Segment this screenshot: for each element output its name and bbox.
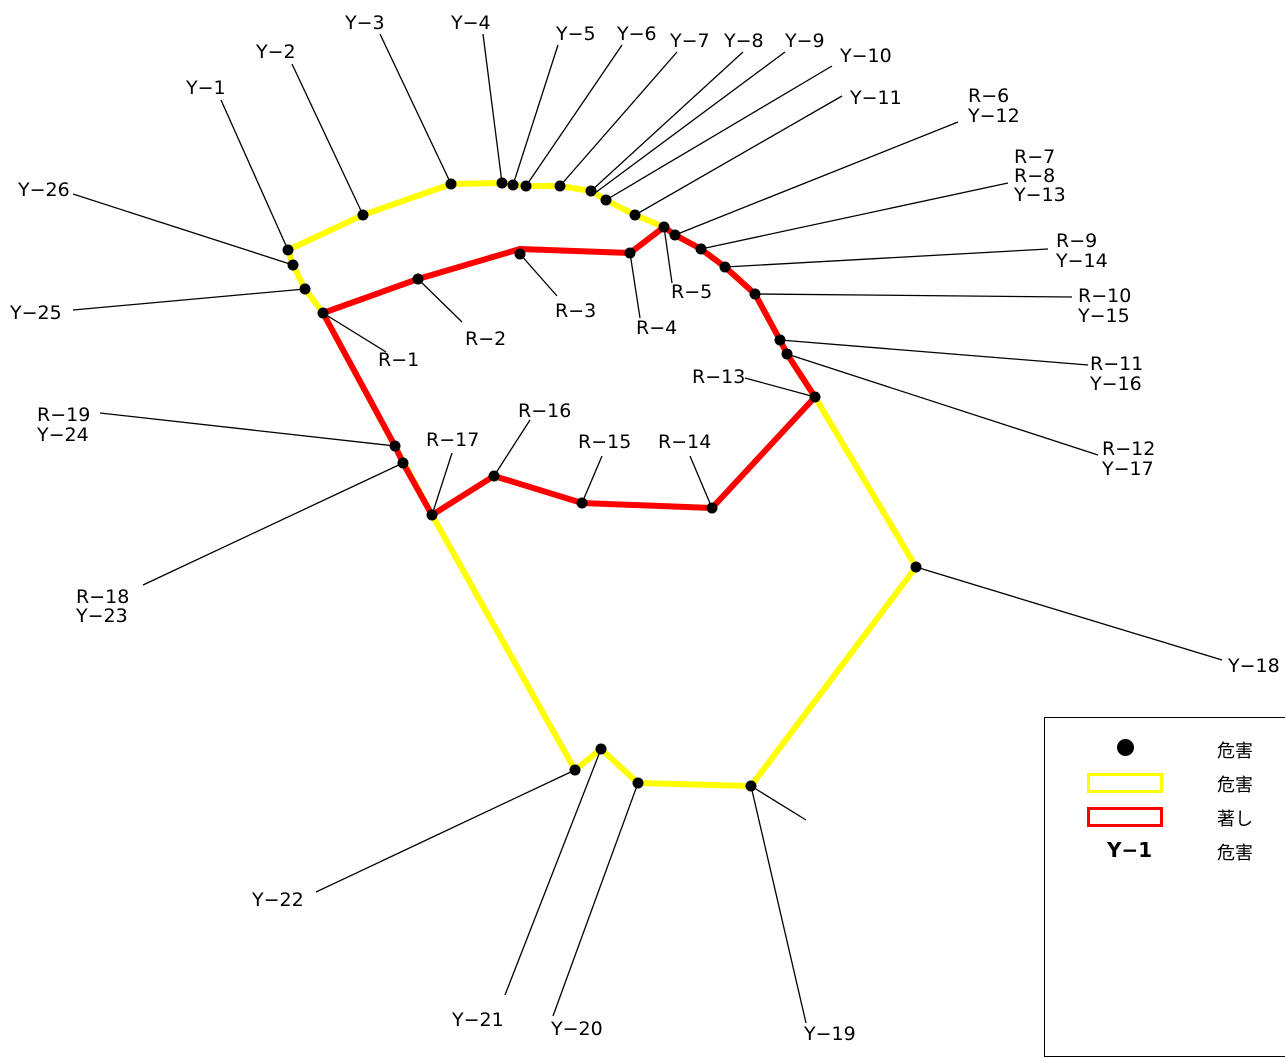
legend-text-point: 危害	[1217, 741, 1253, 762]
label-y9: Y−9	[784, 30, 825, 52]
legend-text-yellow-zone: 危害	[1217, 775, 1253, 796]
label-y23: Y−23	[75, 605, 128, 627]
label-r13: R−13	[692, 366, 745, 388]
label-y4: Y−4	[450, 12, 491, 34]
legend-row-red-zone: 著し	[1045, 800, 1285, 832]
label-y2: Y−2	[255, 41, 296, 63]
legend-text-point-id: 危害	[1217, 843, 1253, 864]
label-y5: Y−5	[555, 23, 596, 45]
label-y16: Y−16	[1089, 373, 1142, 395]
label-r12: R−12	[1102, 438, 1155, 460]
label-r7: R−7	[1014, 146, 1055, 168]
leader-lines	[72, 33, 1223, 1024]
label-y24: Y−24	[36, 424, 89, 446]
label-r18: R−18	[76, 586, 129, 608]
dot-marker-icon	[1087, 735, 1163, 761]
legend-row-point-id: Y−1 危害	[1045, 834, 1285, 866]
vertex-markers	[282, 177, 922, 792]
label-r5: R−5	[671, 281, 712, 303]
label-r10: R−10	[1078, 285, 1131, 307]
label-y8: Y−8	[723, 30, 764, 52]
label-y14: Y−14	[1055, 250, 1108, 272]
label-y20: Y−20	[550, 1018, 603, 1040]
point-labels: Y−1 Y−2 Y−3 Y−4 Y−5 Y−6 Y−7 Y−8 Y−9 Y−10…	[9, 12, 1280, 1045]
label-r1: R−1	[378, 349, 419, 371]
label-y12: Y−12	[967, 105, 1020, 127]
label-r16: R−16	[518, 400, 571, 422]
legend-row-point: 危害	[1045, 732, 1285, 764]
label-y10: Y−10	[839, 45, 892, 67]
yellow-line-icon	[1087, 769, 1163, 795]
label-y18: Y−18	[1227, 655, 1280, 677]
label-r14: R−14	[658, 431, 711, 453]
map-legend: 危害 危害 著し Y−1 危害	[1044, 717, 1285, 1057]
label-y6: Y−6	[616, 23, 657, 45]
label-y17: Y−17	[1101, 458, 1154, 480]
label-y25: Y−25	[9, 302, 62, 324]
label-r19: R−19	[37, 404, 90, 426]
legend-text-red-zone: 著し	[1217, 809, 1253, 830]
label-r4: R−4	[636, 317, 677, 339]
label-y21: Y−21	[451, 1009, 504, 1031]
label-y22: Y−22	[251, 889, 304, 911]
label-r3: R−3	[555, 300, 596, 322]
label-y7: Y−7	[669, 30, 710, 52]
label-r15: R−15	[578, 431, 631, 453]
label-r8: R−8	[1014, 165, 1055, 187]
label-y1: Y−1	[185, 77, 226, 99]
point-id-sample: Y−1	[1107, 838, 1153, 862]
label-y15: Y−15	[1077, 305, 1130, 327]
label-r17: R−17	[426, 429, 479, 451]
label-r9: R−9	[1056, 230, 1097, 252]
label-r11: R−11	[1090, 353, 1143, 375]
yellow-zone-boundary	[285, 180, 919, 789]
label-r6: R−6	[968, 85, 1009, 107]
label-y26: Y−26	[17, 179, 70, 201]
label-y13: Y−13	[1013, 184, 1066, 206]
label-y19: Y−19	[803, 1023, 856, 1045]
legend-row-yellow-zone: 危害	[1045, 766, 1285, 798]
label-y3: Y−3	[344, 12, 385, 34]
label-r2: R−2	[465, 328, 506, 350]
red-line-icon	[1087, 803, 1163, 829]
label-y11: Y−11	[849, 87, 902, 109]
